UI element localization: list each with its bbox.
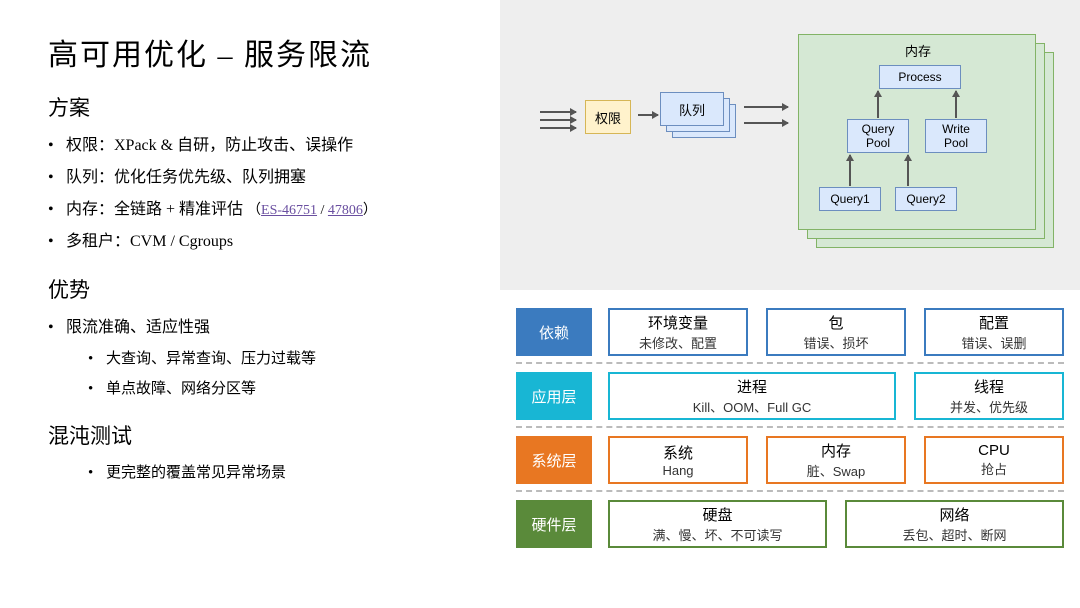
cell-desc: Hang bbox=[662, 463, 693, 478]
arrow-icon bbox=[744, 122, 788, 124]
connector-icon bbox=[849, 155, 851, 186]
layer-row: 应用层进程Kill、OOM、Full GC线程并发、优先级 bbox=[516, 372, 1064, 420]
layer-cell: 环境变量未修改、配置 bbox=[608, 308, 748, 356]
divider bbox=[516, 490, 1064, 492]
layer-label: 系统层 bbox=[516, 436, 592, 484]
cell-desc: 错误、损坏 bbox=[803, 333, 868, 352]
plan-item: 多租户：CVM / Cgroups bbox=[48, 226, 480, 258]
adv-subitem: 单点故障、网络分区等 bbox=[48, 374, 480, 404]
section-adv-heading: 优势 bbox=[48, 274, 480, 304]
layer-cell: 网络丢包、超时、断网 bbox=[845, 500, 1064, 548]
connector-icon bbox=[877, 91, 879, 118]
section-chaos-heading: 混沌测试 bbox=[48, 420, 480, 450]
plan-item-text: 内存：全链路 + 精准评估 bbox=[66, 201, 243, 218]
layer-row: 系统层系统Hang内存脏、SwapCPU抢占 bbox=[516, 436, 1064, 484]
cell-title: 硬盘 bbox=[702, 504, 732, 525]
flow-diagram: 权限 队列 内存 Process Query Pool Write Pool Q… bbox=[500, 0, 1080, 290]
cell-title: 进程 bbox=[737, 376, 767, 397]
cell-desc: 错误、误删 bbox=[961, 333, 1026, 352]
adv-item: 限流准确、适应性强 bbox=[48, 312, 480, 344]
left-panel: 高可用优化 – 服务限流 方案 权限：XPack & 自研，防止攻击、误操作 队… bbox=[0, 0, 500, 608]
chaos-list: 更完整的覆盖常见异常场景 bbox=[48, 458, 480, 488]
layer-row: 硬件层硬盘满、慢、坏、不可读写网络丢包、超时、断网 bbox=[516, 500, 1064, 548]
cell-desc: 脏、Swap bbox=[807, 461, 866, 480]
plan-list: 权限：XPack & 自研，防止攻击、误操作 队列：优化任务优先级、队列拥塞 内… bbox=[48, 130, 480, 258]
layer-cells: 环境变量未修改、配置包错误、损坏配置错误、误删 bbox=[608, 308, 1064, 356]
right-panel: 权限 队列 内存 Process Query Pool Write Pool Q… bbox=[500, 0, 1080, 608]
adv-subitem: 大查询、异常查询、压力过载等 bbox=[48, 344, 480, 374]
write-pool-node: Write Pool bbox=[925, 119, 987, 153]
query-pool-node: Query Pool bbox=[847, 119, 909, 153]
layer-label: 硬件层 bbox=[516, 500, 592, 548]
plan-item: 内存：全链路 + 精准评估 （ES-46751 / 47806） bbox=[48, 194, 480, 226]
layer-label: 依赖 bbox=[516, 308, 592, 356]
cell-title: CPU bbox=[978, 442, 1010, 459]
cell-title: 网络 bbox=[939, 504, 969, 525]
cell-desc: 并发、优先级 bbox=[950, 397, 1028, 416]
cell-desc: 抢占 bbox=[981, 459, 1007, 478]
layer-cell: 进程Kill、OOM、Full GC bbox=[608, 372, 896, 420]
layer-cell: 包错误、损坏 bbox=[766, 308, 906, 356]
plan-links: （ES-46751 / 47806） bbox=[247, 203, 377, 218]
plan-item: 队列：优化任务优先级、队列拥塞 bbox=[48, 162, 480, 194]
arrow-icon bbox=[638, 114, 658, 116]
cell-title: 线程 bbox=[974, 376, 1004, 397]
layer-cell: 线程并发、优先级 bbox=[914, 372, 1064, 420]
layer-cell: 配置错误、误删 bbox=[924, 308, 1064, 356]
query2-node: Query2 bbox=[895, 187, 957, 211]
cell-title: 系统 bbox=[663, 442, 693, 463]
connector-icon bbox=[907, 155, 909, 186]
divider bbox=[516, 426, 1064, 428]
page-title: 高可用优化 – 服务限流 bbox=[48, 30, 480, 74]
queue-stack: 队列 bbox=[660, 92, 740, 142]
connector-icon bbox=[955, 91, 957, 118]
arrow-icon bbox=[744, 106, 788, 108]
layer-cell: 系统Hang bbox=[608, 436, 748, 484]
cell-desc: Kill、OOM、Full GC bbox=[693, 397, 811, 416]
chaos-item: 更完整的覆盖常见异常场景 bbox=[48, 458, 480, 488]
section-plan-heading: 方案 bbox=[48, 92, 480, 122]
layer-cells: 系统Hang 内存脏、Swap CPU抢占 bbox=[608, 436, 1064, 484]
layer-cell: 硬盘满、慢、坏、不可读写 bbox=[608, 500, 827, 548]
layer-cells: 进程Kill、OOM、Full GC 线程并发、优先级 bbox=[608, 372, 1064, 420]
input-arrows-icon bbox=[540, 105, 576, 135]
memory-stack: 内存 Process Query Pool Write Pool Query1 … bbox=[798, 34, 1058, 252]
layer-label: 应用层 bbox=[516, 372, 592, 420]
cell-title: 环境变量 bbox=[648, 312, 708, 333]
cell-title: 内存 bbox=[821, 440, 851, 461]
cell-desc: 满、慢、坏、不可读写 bbox=[652, 525, 782, 544]
layer-cell: 内存脏、Swap bbox=[766, 436, 906, 484]
divider bbox=[516, 362, 1064, 364]
layer-table: 依赖环境变量未修改、配置包错误、损坏配置错误、误删应用层进程Kill、OOM、F… bbox=[500, 290, 1080, 608]
process-node: Process bbox=[879, 65, 961, 89]
memory-title: 内存 bbox=[799, 41, 1037, 60]
layer-cells: 硬盘满、慢、坏、不可读写网络丢包、超时、断网 bbox=[608, 500, 1064, 548]
adv-list: 限流准确、适应性强 大查询、异常查询、压力过载等 单点故障、网络分区等 bbox=[48, 312, 480, 404]
cell-desc: 未修改、配置 bbox=[639, 333, 717, 352]
link-47806[interactable]: 47806 bbox=[328, 203, 363, 218]
queue-node: 队列 bbox=[660, 92, 724, 126]
auth-node: 权限 bbox=[585, 100, 631, 134]
layer-cell: CPU抢占 bbox=[924, 436, 1064, 484]
cell-title: 配置 bbox=[979, 312, 1009, 333]
plan-item: 权限：XPack & 自研，防止攻击、误操作 bbox=[48, 130, 480, 162]
layer-row: 依赖环境变量未修改、配置包错误、损坏配置错误、误删 bbox=[516, 308, 1064, 356]
link-es46751[interactable]: ES-46751 bbox=[261, 203, 317, 218]
query1-node: Query1 bbox=[819, 187, 881, 211]
cell-title: 包 bbox=[828, 312, 843, 333]
cell-desc: 丢包、超时、断网 bbox=[902, 525, 1006, 544]
